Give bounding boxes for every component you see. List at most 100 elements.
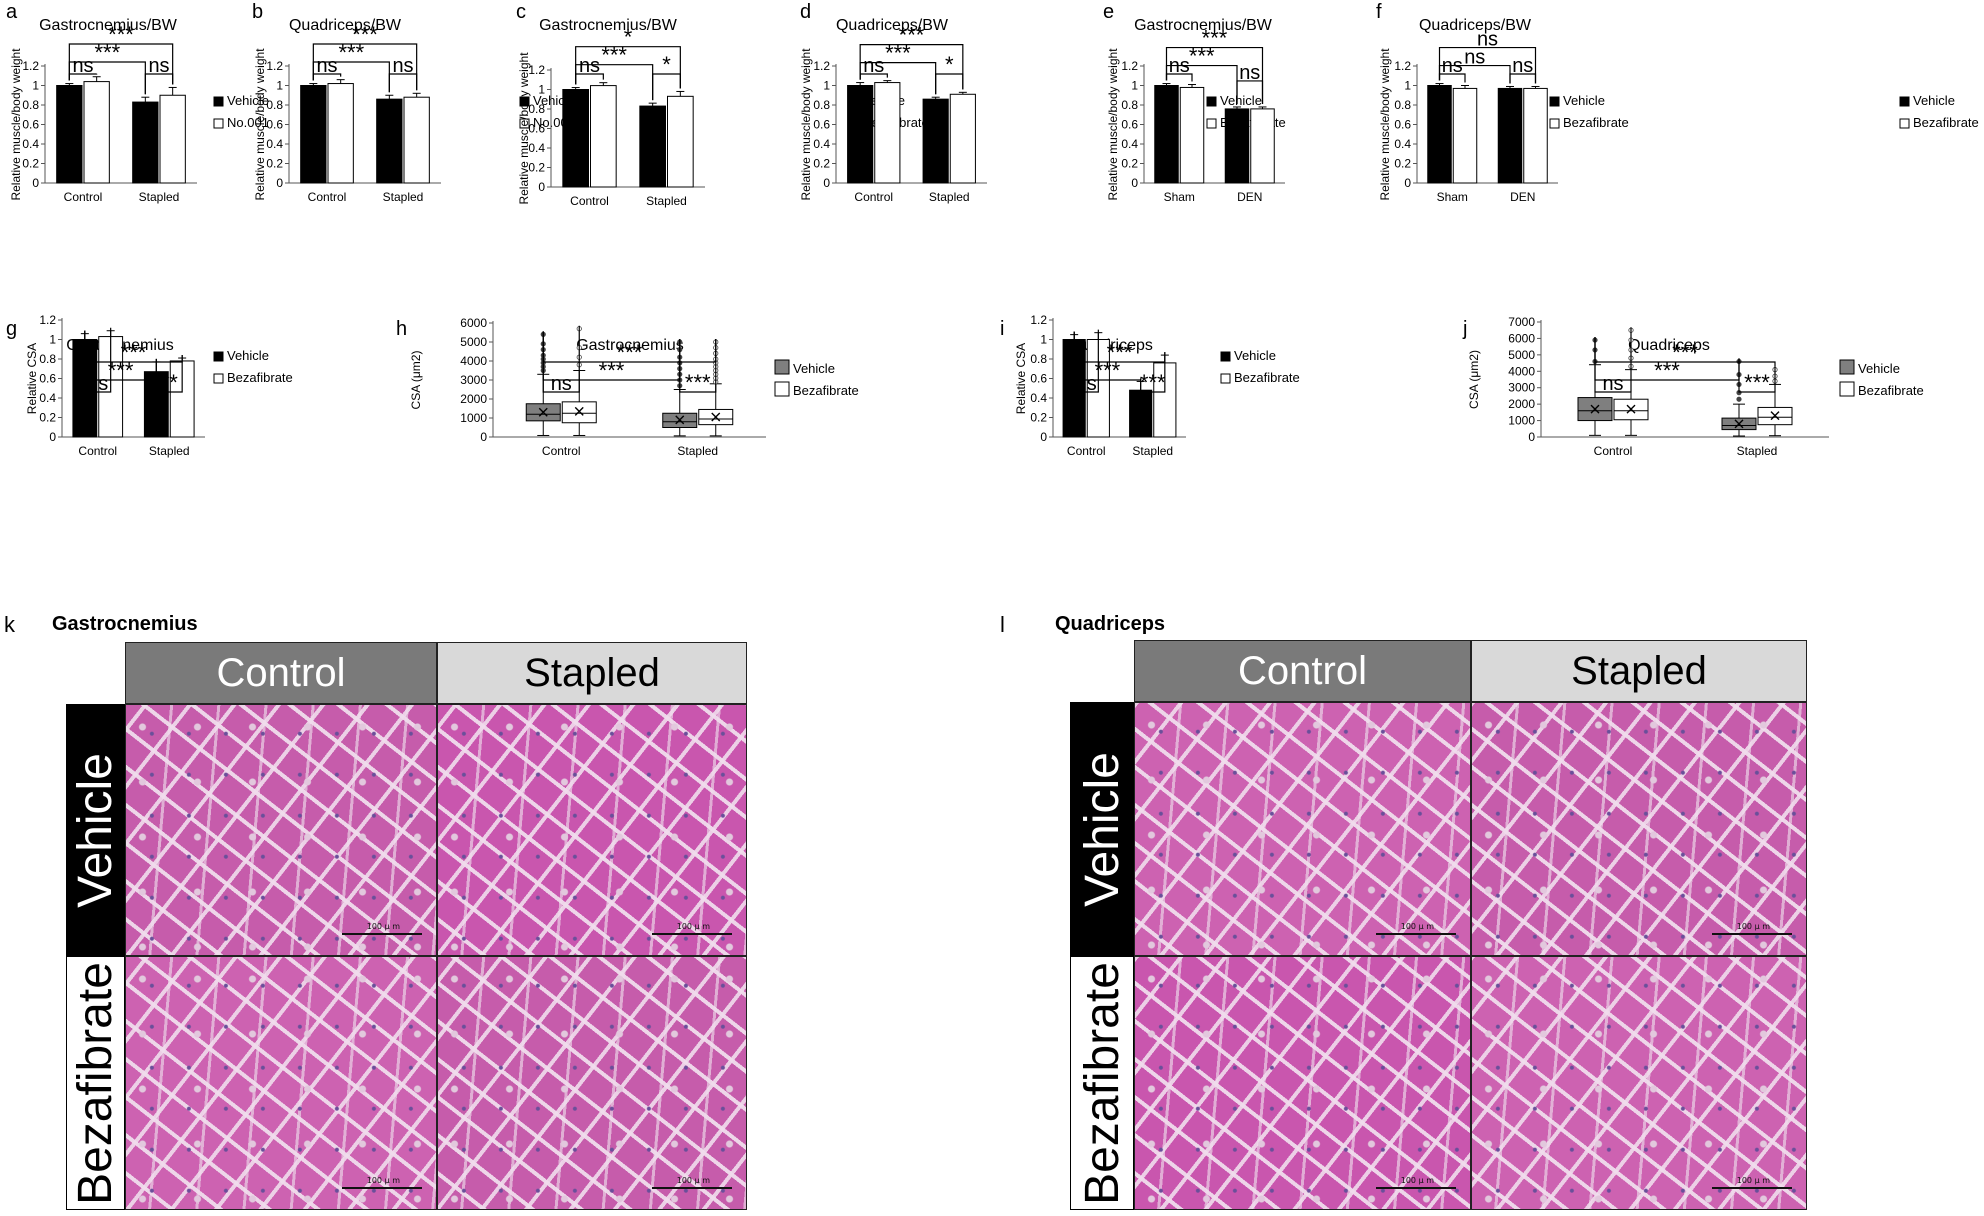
mean-marker — [1626, 404, 1636, 414]
chart-panel-f: f Quadriceps/BW 0 0.2 0.4 0.6 0.8 1 1.2Relative … — [1376, 1, 1979, 204]
y-tick-label: 0.6 — [528, 122, 545, 136]
legend-swatch — [1220, 373, 1231, 384]
significance-label: *** — [1107, 340, 1133, 365]
y-tick-label: 0 — [1131, 176, 1138, 190]
significance-bracket — [652, 73, 681, 101]
panel-letter-k: k — [4, 612, 15, 637]
chart-panel-j: j Quadriceps 0 1000 2000 3000 4000 5000 6000 7000… — [1462, 315, 1924, 458]
y-tick-label: 0.4 — [813, 137, 830, 151]
bar — [83, 81, 110, 184]
bar — [376, 98, 403, 184]
y-tick-label: 0 — [538, 180, 545, 194]
legend-swatch — [1206, 96, 1217, 107]
mean-marker — [1734, 419, 1744, 429]
scale-bar — [342, 933, 422, 935]
significance-bracket — [679, 339, 717, 393]
x-tick-label: DEN — [1510, 190, 1535, 204]
significance-label: ns — [316, 55, 337, 77]
significance-label: ns — [1512, 55, 1533, 77]
x-tick-label: Stapled — [149, 444, 190, 458]
legend-entry: Vehicle — [227, 93, 269, 108]
legend-entry: Vehicle — [1220, 93, 1262, 108]
scale-label: 100 μ m — [1736, 922, 1770, 931]
significance-bracket — [1594, 327, 1632, 393]
y-axis-label: CSA (μm2) — [409, 351, 423, 410]
bar — [1452, 87, 1478, 184]
y-tick-label: 0.6 — [1030, 372, 1047, 386]
scale-label: 100 μ m — [676, 922, 710, 931]
x-tick-label: Control — [570, 194, 609, 208]
row-label-vehicle: Vehicle — [66, 704, 125, 956]
legend-swatch — [774, 359, 790, 375]
row-label-bezafibrate: Bezafibrate — [1070, 956, 1134, 1210]
significance-label: ns — [72, 55, 93, 77]
y-tick-label: 5000 — [460, 335, 487, 349]
y-tick-label: 1 — [32, 79, 39, 93]
bar — [1497, 87, 1523, 184]
y-axis-label: Relative muscle/body weight — [1378, 48, 1392, 201]
bar — [56, 85, 83, 184]
y-tick-label: 0.4 — [1030, 391, 1047, 405]
x-tick-label: DEN — [1237, 190, 1262, 204]
mean-marker — [675, 415, 685, 425]
y-tick-label: 0.8 — [22, 98, 39, 112]
y-tick-label: 0.2 — [266, 157, 283, 171]
x-tick-label: Stapled — [1132, 444, 1173, 458]
y-tick-label: 1.2 — [528, 63, 545, 77]
significance-label: *** — [1140, 370, 1166, 395]
scale-label: 100 μ m — [366, 922, 400, 931]
scale-bar — [652, 933, 732, 935]
significance-bracket — [575, 46, 681, 89]
column-header-stapled: Stapled — [1471, 640, 1807, 702]
scale-label: 100 μ m — [1400, 1176, 1434, 1185]
significance-label: *** — [1672, 340, 1698, 365]
scale-label: 100 μ m — [1400, 922, 1434, 931]
y-tick-label: 1000 — [1508, 414, 1535, 428]
y-tick-label: 3000 — [1508, 381, 1535, 395]
significance-bracket — [388, 73, 418, 93]
mean-marker — [1590, 404, 1600, 414]
significance-label: ns — [148, 55, 169, 77]
micrograph-quadriceps-bezafibrate-stapled: 100 μ m — [1471, 956, 1807, 1210]
x-tick-label: Control — [542, 444, 581, 458]
legend-swatch — [1220, 351, 1231, 362]
scale-bar — [1376, 1187, 1456, 1189]
mean-marker — [574, 406, 584, 416]
y-tick-label: 1 — [538, 83, 545, 97]
significance-label: ns — [87, 373, 108, 395]
y-tick-label: 0 — [49, 430, 56, 444]
mean-marker — [1770, 411, 1780, 421]
y-tick-label: 0.6 — [1394, 118, 1411, 132]
legend-entry: Vehicle — [1913, 93, 1955, 108]
significance-bracket — [1140, 352, 1166, 393]
bar — [1224, 108, 1250, 184]
row-label-bezafibrate-text: Bezafibrate — [69, 961, 122, 1205]
bar — [1179, 86, 1205, 184]
y-axis-label: Relative CSA — [1014, 343, 1028, 414]
significance-label: *** — [685, 370, 711, 395]
micrograph-gastrocnemius-vehicle-stapled: 100 μ m — [437, 704, 747, 956]
legend-swatch — [1206, 118, 1217, 129]
y-tick-label: 1.2 — [1394, 59, 1411, 73]
y-tick-label: 0.6 — [39, 372, 56, 386]
y-tick-label: 0.8 — [813, 98, 830, 112]
y-tick-label: 0 — [1040, 430, 1047, 444]
micrograph-quadriceps-vehicle-control: 100 μ m — [1134, 702, 1471, 956]
significance-bracket — [68, 43, 174, 85]
significance-label: *** — [617, 340, 643, 365]
y-tick-label: 0 — [480, 430, 487, 444]
significance-bracket — [1738, 358, 1776, 393]
significance-label: ns — [1169, 55, 1190, 77]
micrograph-gastrocnemius-bezafibrate-stapled: 100 μ m — [437, 956, 747, 1210]
chart-title: Quadriceps/BW — [836, 17, 949, 34]
legend-entry: No.001 — [227, 115, 269, 130]
x-tick-label: Sham — [1164, 190, 1195, 204]
bar — [1523, 87, 1548, 184]
bar — [159, 94, 186, 184]
significance-label: *** — [352, 22, 378, 47]
significance-bracket — [1594, 337, 1776, 367]
y-tick-label: 1000 — [460, 411, 487, 425]
significance-label: ns — [1602, 373, 1623, 395]
legend-entry: Vehicle — [793, 361, 835, 376]
